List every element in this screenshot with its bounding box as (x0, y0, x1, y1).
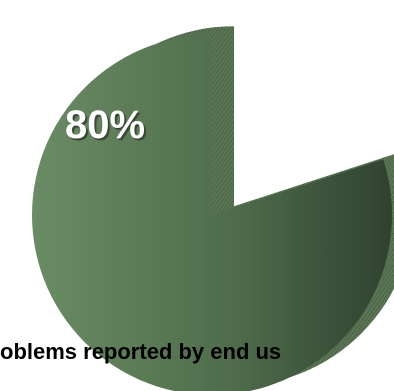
chart-caption: oblems reported by end us (0, 339, 281, 364)
pie-slice-1 (32, 35, 392, 391)
pie-slice-wall (212, 26, 234, 216)
slice-label-shadow: 80% (67, 105, 147, 149)
slice-label-1: 80% (65, 103, 145, 147)
